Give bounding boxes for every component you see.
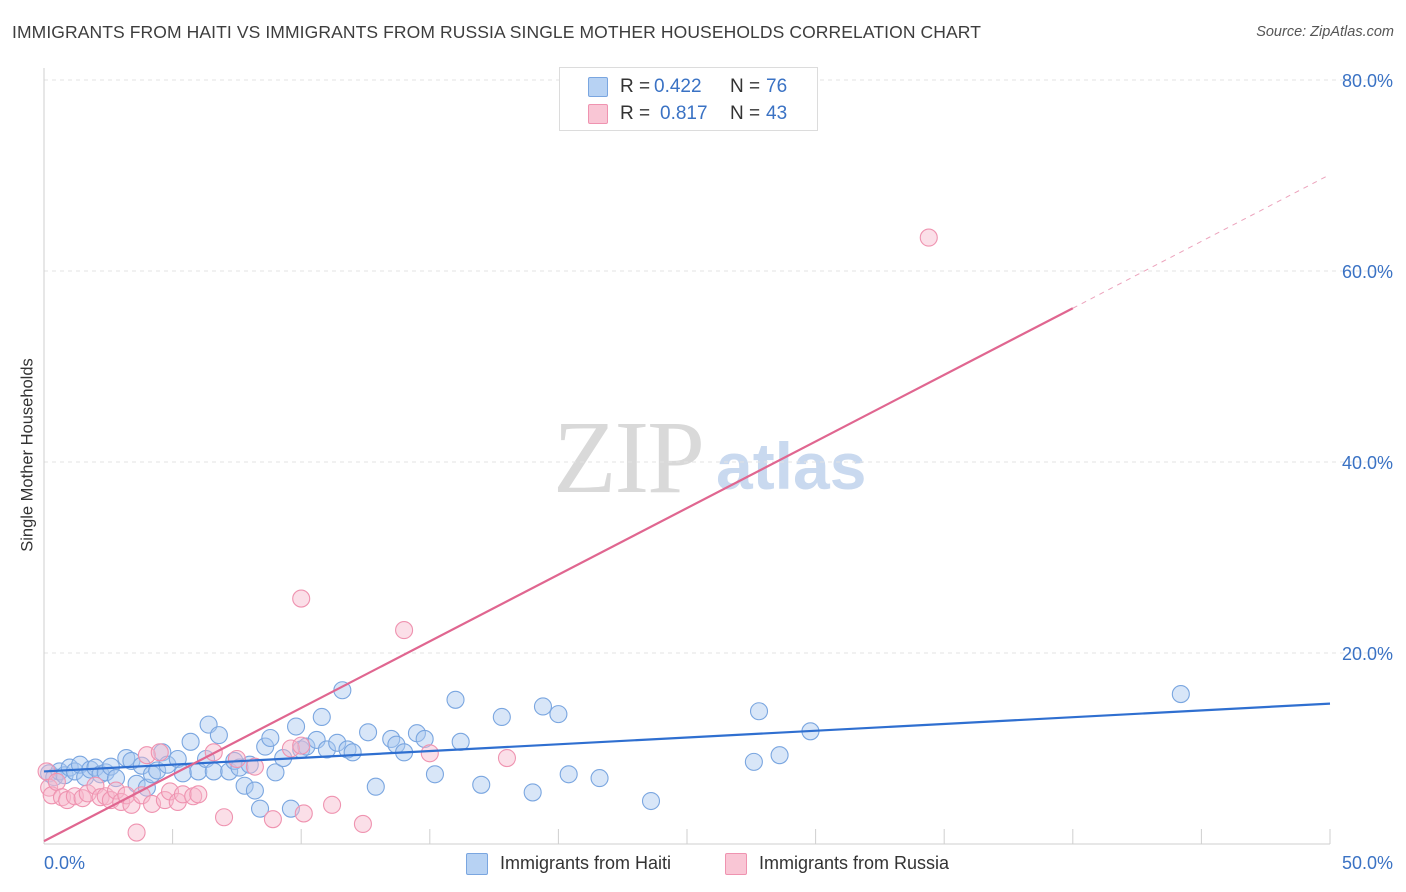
source-label: Source: ZipAtlas.com: [1256, 24, 1394, 40]
russia-point: [127, 823, 146, 842]
bottom-legend-label-haiti: Immigrants from Haiti: [500, 853, 672, 873]
russia-point: [395, 621, 414, 640]
legend: R = 0.422 N = 76 R = 0.817 N = 43: [559, 67, 818, 131]
russia-point: [189, 785, 208, 804]
haiti-point: [328, 733, 347, 752]
bottom-legend-label-russia: Immigrants from Russia: [759, 853, 950, 873]
russia-point: [227, 749, 246, 769]
haiti-point: [245, 781, 264, 800]
watermark-atlas: atlas: [716, 429, 867, 503]
haiti-point: [266, 763, 285, 782]
legend-swatch-haiti: [588, 77, 608, 97]
russia-point: [91, 788, 110, 807]
russia-point: [245, 757, 264, 776]
haiti-point: [359, 723, 378, 742]
haiti-point: [425, 765, 444, 784]
haiti-point: [235, 776, 254, 795]
x-tick-label-max: 50.0%: [1342, 853, 1393, 873]
russia-point: [47, 772, 66, 791]
legend-r-label: R =: [620, 103, 651, 124]
haiti-point: [415, 729, 434, 749]
russia-point: [292, 589, 311, 608]
haiti-point: [744, 752, 763, 771]
haiti-point: [366, 777, 385, 796]
grid-layer: [44, 79, 1392, 654]
haiti-point: [472, 775, 491, 794]
haiti-point: [343, 743, 362, 762]
haiti-point: [312, 707, 331, 727]
russia-point: [106, 781, 126, 800]
russia-trendline: [43, 307, 1074, 843]
haiti-point: [209, 726, 228, 745]
haiti-trendline: [43, 702, 1331, 773]
haiti-point: [446, 690, 465, 709]
russia-point: [52, 788, 72, 807]
haiti-point: [641, 791, 661, 811]
haiti-point: [317, 740, 336, 759]
legend-n-value-russia: 43: [766, 103, 788, 124]
haiti-point: [749, 702, 769, 721]
russia-point: [214, 808, 234, 827]
watermark-zip: ZIP: [553, 400, 705, 515]
y-tick-label: 60.0%: [1342, 262, 1393, 282]
y-tick-label: 80.0%: [1342, 71, 1393, 91]
haiti-point: [559, 765, 578, 784]
legend-n-label: N =: [730, 76, 761, 97]
bottom-legend-swatch-russia: [725, 853, 747, 875]
haiti-point: [451, 732, 470, 751]
y-tick-label: 40.0%: [1342, 453, 1393, 473]
haiti-point: [297, 737, 316, 756]
haiti-point: [250, 799, 270, 818]
trend-lines: [43, 174, 1331, 843]
haiti-point: [106, 769, 126, 788]
y-tick-label: 20.0%: [1342, 644, 1393, 664]
haiti-point: [181, 732, 200, 751]
chart-title: IMMIGRANTS FROM HAITI VS IMMIGRANTS FROM…: [12, 22, 981, 42]
russia-point: [150, 743, 169, 762]
russia-point: [919, 228, 938, 247]
haiti-point: [382, 729, 401, 749]
russia-trendline-extension: [1072, 174, 1331, 309]
russia-point: [353, 814, 372, 833]
haiti-point: [533, 697, 553, 716]
russia-point: [420, 744, 439, 763]
russia-point: [323, 795, 342, 814]
legend-n-value-haiti: 76: [766, 76, 788, 97]
haiti-point: [338, 740, 357, 759]
russia-point: [294, 804, 313, 823]
haiti-point: [261, 728, 280, 748]
haiti-point: [590, 769, 609, 788]
haiti-point: [492, 707, 511, 727]
y-axis-label: Single Mother Households: [18, 358, 37, 552]
haiti-point: [770, 746, 789, 765]
legend-r-value-haiti: 0.422: [654, 76, 702, 97]
legend-n-label: N =: [730, 103, 761, 124]
russia-point: [292, 736, 311, 755]
x-tick-label-min: 0.0%: [44, 853, 85, 873]
bottom-legend-swatch-haiti: [466, 853, 488, 875]
haiti-point: [549, 705, 568, 724]
russia-point: [263, 810, 282, 829]
haiti-point: [256, 737, 275, 756]
haiti-point: [204, 762, 223, 781]
russia-point: [73, 789, 92, 808]
russia-points: [37, 228, 938, 842]
legend-r-value-russia: 0.817: [660, 103, 708, 124]
tick-labels: 20.0% 40.0% 60.0% 80.0% 0.0% 50.0%: [44, 71, 1393, 873]
russia-point: [281, 739, 300, 758]
legend-swatch-russia: [588, 104, 608, 124]
russia-point: [497, 748, 517, 768]
haiti-point: [523, 783, 542, 802]
axis-layer: [43, 68, 1331, 845]
haiti-point: [1171, 685, 1190, 704]
haiti-point: [287, 717, 306, 736]
legend-r-label: R =: [620, 76, 651, 97]
